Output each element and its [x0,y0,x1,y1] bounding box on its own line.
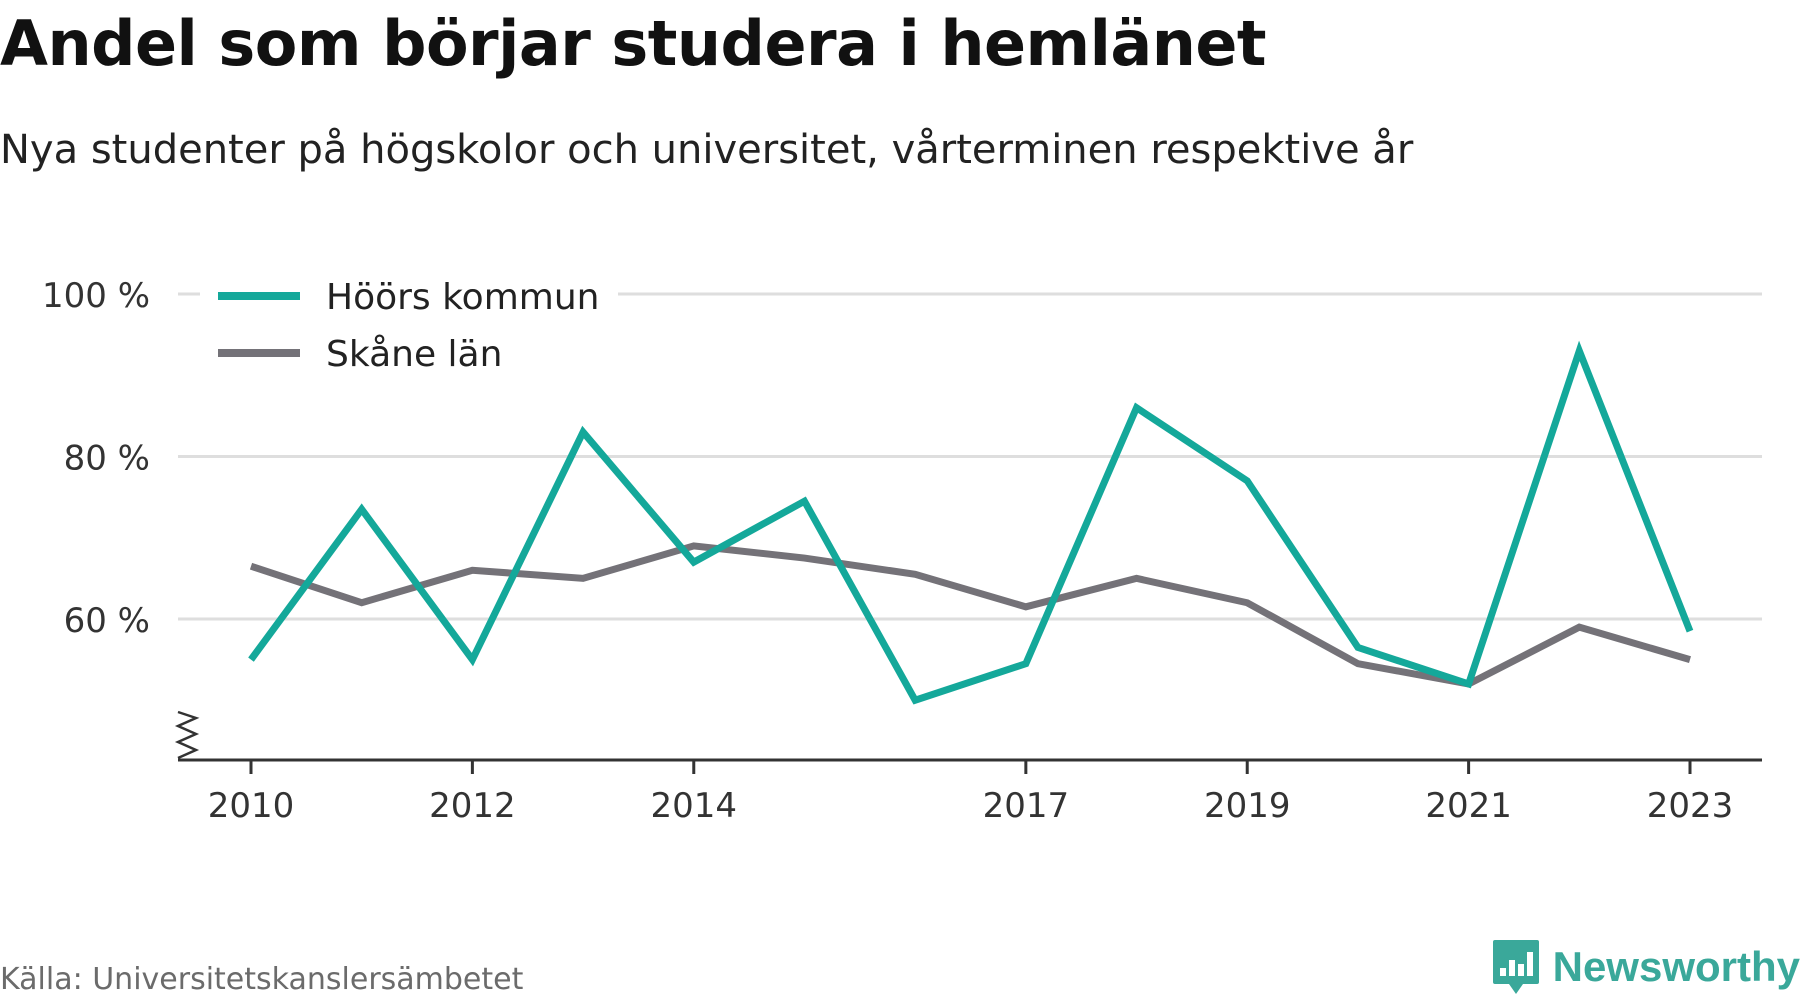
x-tick-label: 2010 [208,786,295,826]
y-tick-label: 100 % [42,276,150,316]
legend-label: Höörs kommun [326,277,599,318]
series-lines [248,340,1694,705]
x-tick-label: 2017 [983,786,1070,826]
legend: Höörs kommun Skåne län [200,266,618,386]
newsworthy-icon [1492,940,1539,994]
axis-break-icon [174,710,200,760]
chart-title: Andel som börjar studera i hemlänet [0,7,1267,80]
y-tick-label: 80 % [64,439,150,479]
brand-name: Newsworthy [1552,943,1800,990]
series-line-hoors-kommun [248,340,1694,705]
x-axis: 2010 2012 2014 2017 2019 2021 2023 [178,758,1762,826]
newsworthy-logo: Newsworthy [1491,938,1800,996]
x-tick-label: 2014 [651,786,738,826]
chart-subtitle: Nya studenter på högskolor och universit… [0,127,1414,173]
y-tick-label: 60 % [64,601,150,641]
x-tick-label: 2019 [1204,786,1291,826]
x-tick-label: 2023 [1647,786,1734,826]
legend-label: Skåne län [326,334,502,375]
x-tick-label: 2021 [1425,786,1512,826]
legend-background [200,266,618,386]
y-axis: 100 % 80 % 60 % [42,276,200,760]
x-tick-label: 2012 [429,786,516,826]
source-note: Källa: Universitetskanslersämbetet [0,962,524,997]
